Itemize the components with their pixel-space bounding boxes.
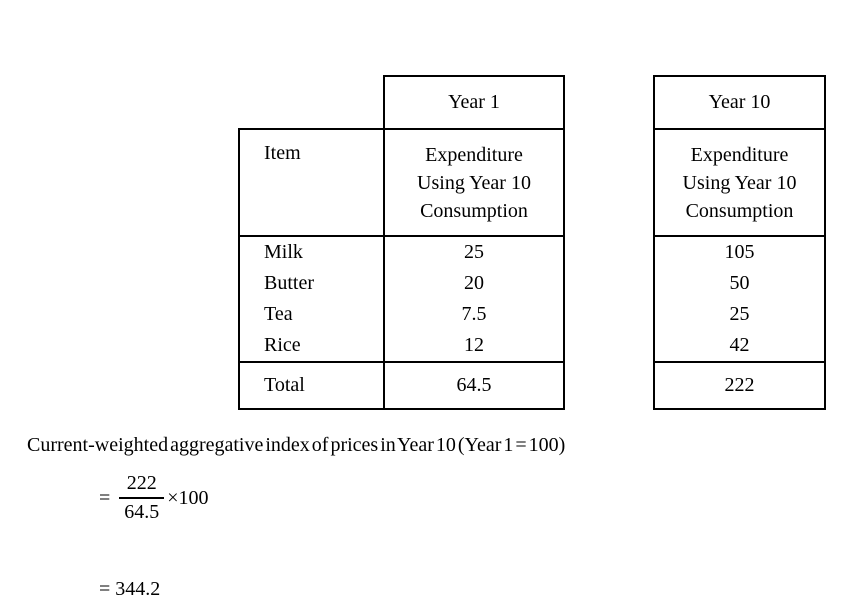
year1-table: Item Expenditure Using Year 10 Consumpti… xyxy=(238,128,565,410)
year1-expenditure-header-cell: Expenditure Using Year 10 Consumption xyxy=(385,130,563,237)
item-name: Butter xyxy=(264,272,314,294)
year1-value: 20 xyxy=(464,272,484,294)
fraction: 222 64.5 xyxy=(119,472,165,524)
index-description-text: Current-weighted aggregative index of pr… xyxy=(27,434,566,456)
header-line: Consumption xyxy=(420,199,528,222)
equals-sign: = xyxy=(99,486,111,509)
year10-total-value: 222 xyxy=(724,374,755,396)
year10-table: Year 10 Expenditure Using Year 10 Consum… xyxy=(653,75,826,410)
item-name: Rice xyxy=(264,334,301,356)
year1-total-cell: 64.5 xyxy=(385,363,563,408)
year10-expenditure-header-cell: Expenditure Using Year 10 Consumption xyxy=(655,130,824,237)
item-header-cell: Item xyxy=(240,130,385,237)
year1-header-label: Year 1 xyxy=(448,91,500,113)
year10-value: 50 xyxy=(729,272,750,294)
year1-value: 7.5 xyxy=(461,303,487,325)
year1-total-value: 64.5 xyxy=(456,374,492,396)
header-line: Consumption xyxy=(685,199,794,222)
header-line: Expenditure xyxy=(425,143,523,166)
total-label-cell: Total xyxy=(240,363,385,408)
year10-value: 42 xyxy=(729,334,750,356)
item-header-label: Item xyxy=(264,142,301,164)
header-line: Using Year 10 xyxy=(417,171,531,194)
header-line: Expenditure xyxy=(690,143,789,166)
year10-header-cell: Year 10 xyxy=(655,77,824,130)
total-label: Total xyxy=(264,374,305,396)
year10-value: 105 xyxy=(724,241,755,263)
year10-values-cell: 105 50 25 42 xyxy=(655,237,824,363)
fraction-denominator: 64.5 xyxy=(124,501,160,523)
year1-value: 25 xyxy=(464,241,484,263)
year1-value: 12 xyxy=(464,334,484,356)
index-formula: = 222 64.5 ×100 xyxy=(99,472,209,524)
year10-total-cell: 222 xyxy=(655,363,824,408)
item-name: Tea xyxy=(264,303,293,325)
header-line: Using Year 10 xyxy=(682,171,797,194)
year10-value: 25 xyxy=(729,303,750,325)
year10-header-label: Year 10 xyxy=(708,91,771,113)
item-name: Milk xyxy=(264,241,303,263)
multiplier-text: ×100 xyxy=(167,486,209,509)
index-result-text: = 344.2 xyxy=(99,578,161,600)
fraction-numerator: 222 xyxy=(119,472,165,499)
year1-header-cell: Year 1 xyxy=(383,75,565,128)
item-names-cell: Milk Butter Tea Rice xyxy=(240,237,385,363)
year1-values-cell: 25 20 7.5 12 xyxy=(385,237,563,363)
